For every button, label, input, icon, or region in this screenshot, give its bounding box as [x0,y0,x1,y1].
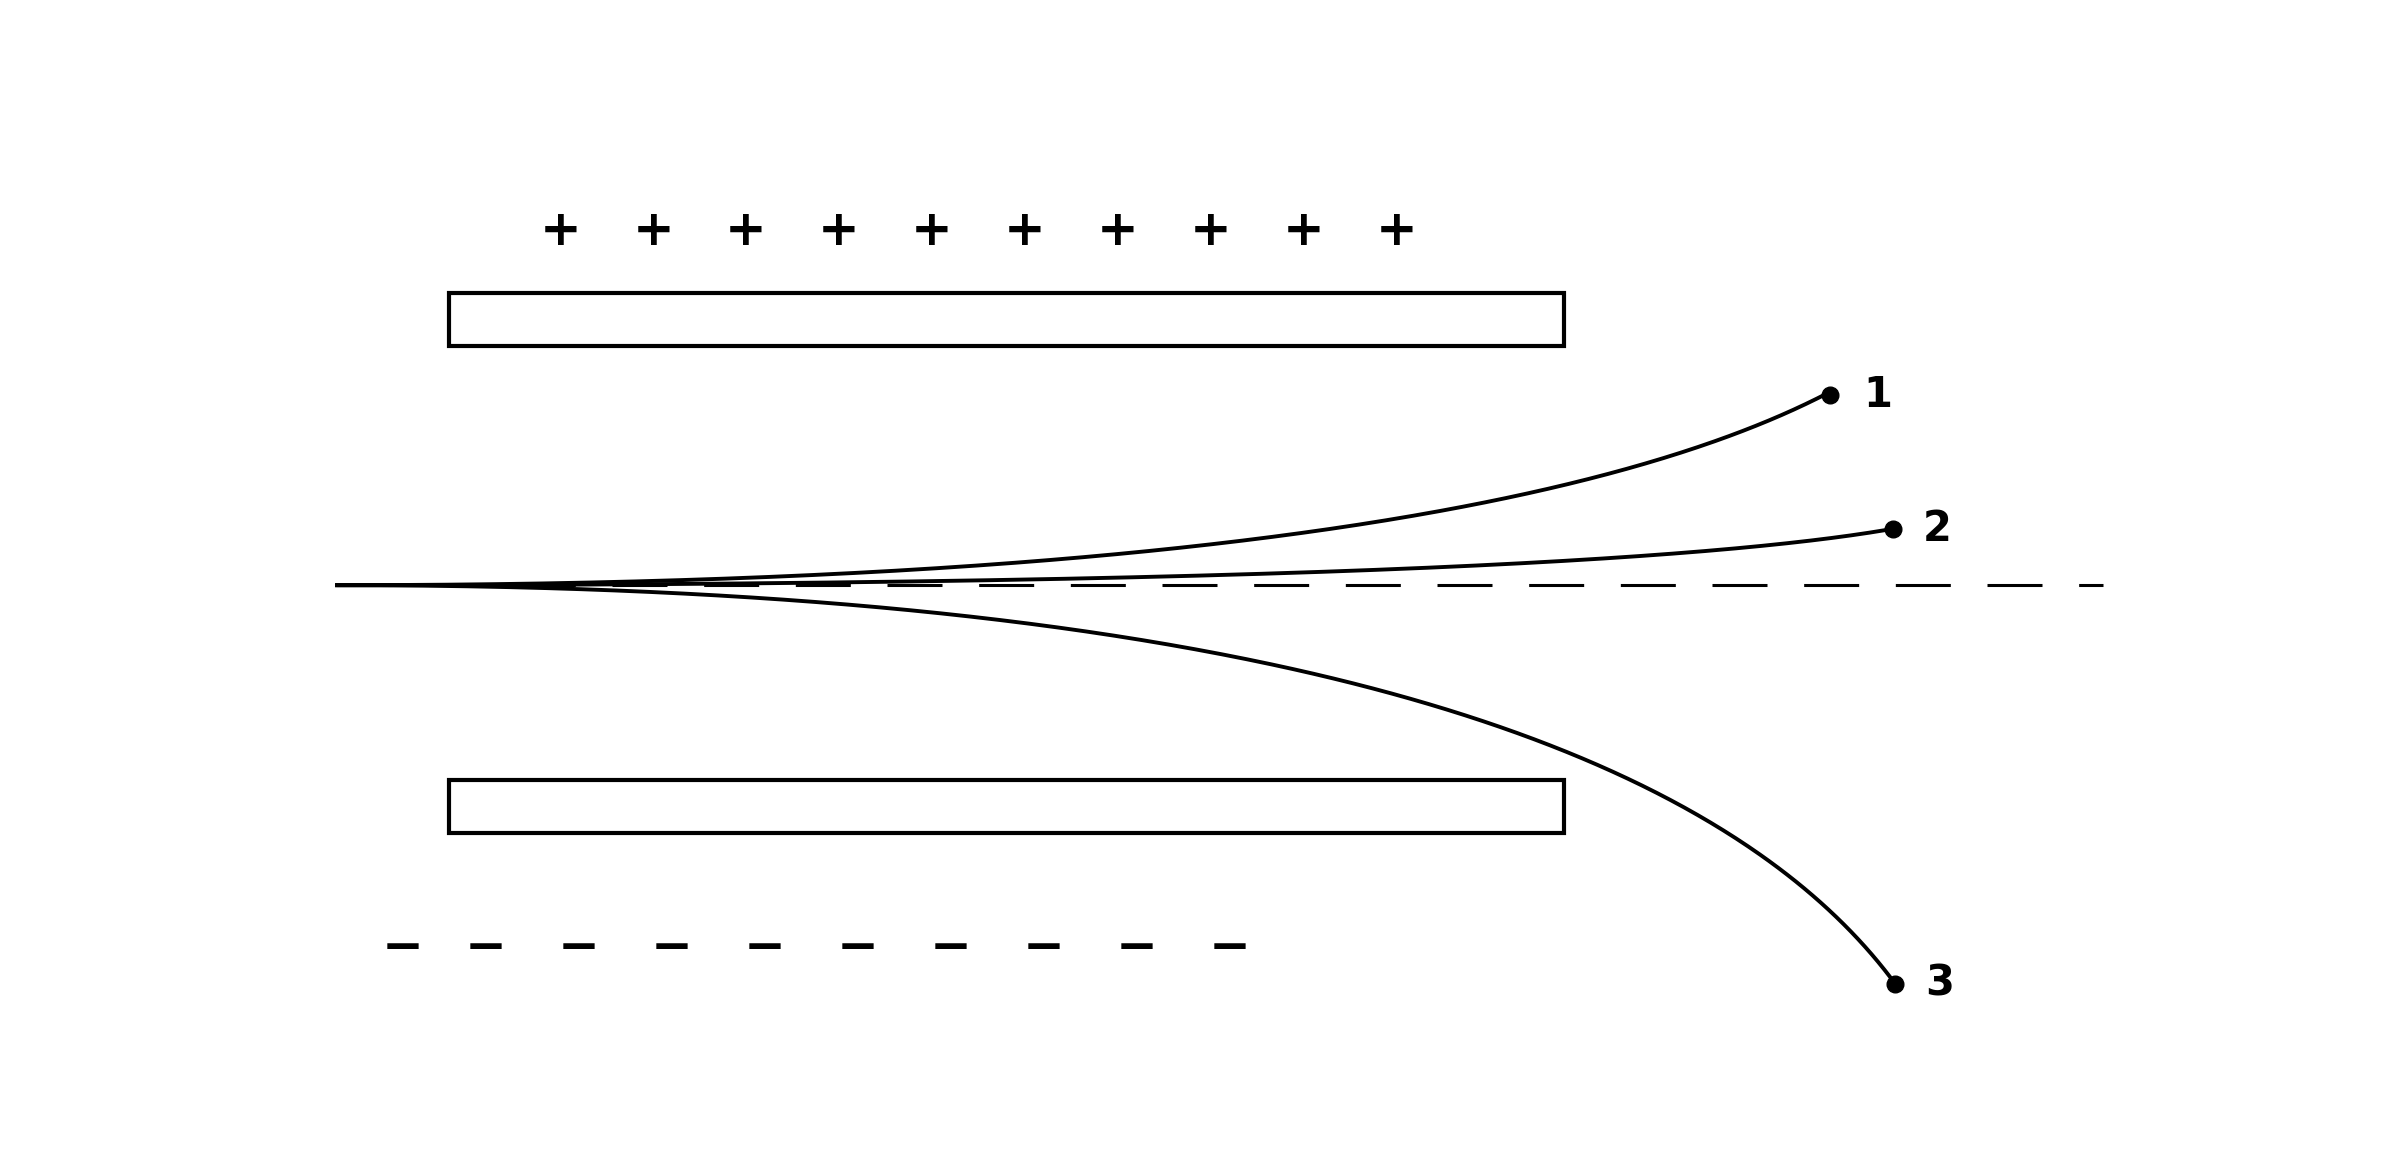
Text: −: − [1209,925,1250,972]
Text: −: − [559,925,600,972]
Text: −: − [465,925,506,972]
Text: +: + [1283,207,1324,255]
Text: −: − [931,925,972,972]
Text: −: − [1022,925,1065,972]
Bar [449,293,1564,346]
Text: −: − [1116,925,1156,972]
Text: −: − [837,925,878,972]
Text: +: + [1377,207,1418,255]
Text: −: − [381,925,422,972]
Text: 1: 1 [1864,374,1893,416]
Text: +: + [912,207,952,255]
Text: +: + [818,207,859,255]
Text: +: + [633,207,674,255]
Text: −: − [744,925,784,972]
Text: 2: 2 [1924,508,1953,551]
Text: +: + [724,207,768,255]
Text: −: − [650,925,693,972]
Text: 3: 3 [1924,963,1953,1005]
Text: +: + [1005,207,1046,255]
Text: +: + [1096,207,1140,255]
Text: +: + [1190,207,1231,255]
Bar [449,780,1564,833]
Text: +: + [540,207,581,255]
